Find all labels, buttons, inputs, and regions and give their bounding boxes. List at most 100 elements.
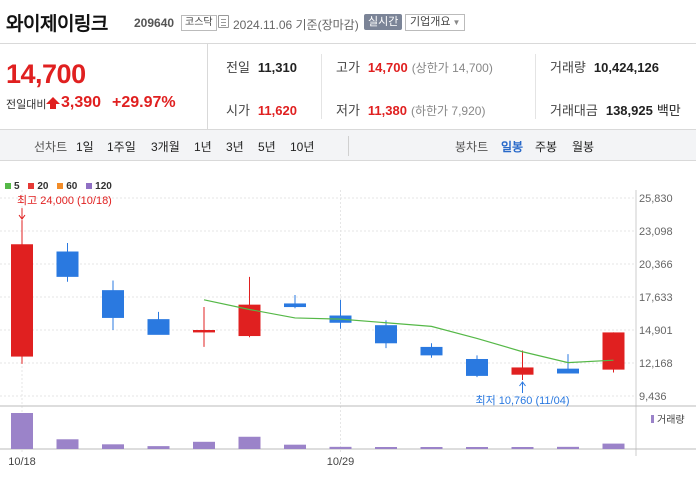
tab-period-3y[interactable]: 3년 <box>226 140 244 154</box>
volume-bar <box>511 447 534 449</box>
volume-bar <box>602 443 625 449</box>
stat-sub: (하한가 7,920) <box>410 104 486 118</box>
stat-volume: 거래량 10,424,126 <box>550 57 659 76</box>
legend-swatch <box>86 183 93 189</box>
legend-item-ma60: 60 <box>57 181 77 192</box>
divider <box>348 136 349 156</box>
candle-body <box>375 325 397 344</box>
legend-swatch <box>5 183 11 189</box>
stat-label: 전일 <box>226 60 250 75</box>
change-rate: +29.97% <box>112 94 176 111</box>
stat-label: 시가 <box>226 103 250 118</box>
tab-candle-daily[interactable]: 일봉 <box>501 140 524 154</box>
divider <box>321 54 322 119</box>
tab-period-3m[interactable]: 3개월 <box>151 140 180 154</box>
candle-body <box>102 290 124 318</box>
candlestick-chart[interactable]: 25,830 23,098 20,366 17,633 14,901 12,168 9,43… <box>0 190 696 487</box>
stat-value: 10,424,126 <box>593 60 659 75</box>
stock-code: 209640 <box>134 16 175 30</box>
volume-legend-swatch <box>651 415 654 423</box>
legend-item-ma20: 20 <box>28 181 48 192</box>
candle-body <box>602 332 625 370</box>
price-summary: 14,700 전일대비 3,390 +29.97% <box>0 44 208 129</box>
stat-label: 거래량 <box>550 60 586 75</box>
document-icon <box>218 15 229 28</box>
chart-tabbar: 선차트 1일 1주일 3개월 1년 3년 5년 10년 봉차트 일봉 주봉 월봉 <box>0 129 696 161</box>
y-tick-label: 20,366 <box>639 259 673 271</box>
max-arrow-head <box>18 214 26 220</box>
stock-header: 와이제이링크 209640 코스닥 2024.11.06 기준(장마감) 실시간… <box>0 0 696 44</box>
volume-bar <box>193 441 215 449</box>
reference-date: 2024.11.06 기준(장마감) <box>233 18 359 32</box>
candle-body <box>56 251 79 277</box>
stat-low: 저가 11,380 (하한가 7,920) <box>336 100 485 119</box>
stat-label: 거래대금 <box>550 103 598 118</box>
volume-bar <box>420 447 443 449</box>
stat-high: 고가 14,700 (상한가 14,700) <box>336 57 493 76</box>
company-info-dropdown[interactable]: 기업개요 ▼ <box>405 14 466 31</box>
stat-value: 138,925 <box>605 103 653 118</box>
legend-item-ma5: 5 <box>5 181 20 192</box>
stat-sub: (상한가 14,700) <box>411 61 493 75</box>
candle-body <box>238 304 261 337</box>
x-tick-label: 10/18 <box>8 456 36 468</box>
legend-label: 20 <box>37 181 49 192</box>
tab-period-1d[interactable]: 1일 <box>76 140 94 154</box>
divider <box>535 54 536 119</box>
candle-body <box>511 367 534 375</box>
line-chart-title: 선차트 <box>34 140 68 154</box>
volume-bar <box>11 413 33 449</box>
stock-name: 와이제이링크 <box>6 14 108 35</box>
legend-label: 5 <box>14 181 20 192</box>
company-info-label: 기업개요 <box>410 16 451 28</box>
volume-bar <box>102 444 124 449</box>
y-tick-label: 12,168 <box>639 358 673 370</box>
ma-legend: 5 20 60 120 <box>5 181 118 192</box>
volume-bar <box>329 446 352 449</box>
stat-unit: 백만 <box>656 103 681 118</box>
legend-label: 60 <box>66 181 78 192</box>
legend-label: 120 <box>95 181 112 192</box>
volume-bar <box>557 446 579 449</box>
legend-swatch <box>57 183 64 189</box>
candle-body <box>284 303 306 308</box>
stat-label: 저가 <box>336 103 360 118</box>
stat-open: 시가 11,620 <box>226 100 297 119</box>
tab-period-1w[interactable]: 1주일 <box>107 140 136 154</box>
volume-bar <box>284 444 306 449</box>
market-badge: 코스닥 <box>181 15 217 31</box>
candle-body <box>11 244 33 357</box>
tab-period-10y[interactable]: 10년 <box>290 140 315 154</box>
current-price: 14,700 <box>6 59 86 89</box>
realtime-button[interactable]: 실시간 <box>364 14 403 30</box>
candle-body <box>466 358 488 376</box>
stat-amount: 거래대금 138,925 백만 <box>550 100 681 119</box>
tab-candle-monthly[interactable]: 월봉 <box>572 140 595 154</box>
candle-body <box>193 330 215 333</box>
volume-bar <box>147 446 170 449</box>
volume-bar <box>466 447 488 449</box>
volume-legend-label: 거래량 <box>657 414 685 426</box>
candle-body <box>147 319 170 335</box>
tab-period-1y[interactable]: 1년 <box>194 140 212 154</box>
volume-bar <box>56 439 79 449</box>
legend-item-ma120: 120 <box>86 181 112 192</box>
stat-value: 11,380 <box>367 103 407 118</box>
candle-chart-title: 봉차트 <box>455 140 489 154</box>
volume-bar <box>375 447 397 449</box>
legend-swatch <box>28 183 35 189</box>
x-tick-label: 10/29 <box>327 456 355 468</box>
volume-bar <box>238 436 261 449</box>
ma5-line <box>203 299 614 364</box>
stat-value: 14,700 <box>367 60 408 75</box>
tab-candle-weekly[interactable]: 주봉 <box>535 140 558 154</box>
stat-value: 11,310 <box>257 60 297 75</box>
candle-body <box>557 368 579 374</box>
tab-period-5y[interactable]: 5년 <box>258 140 276 154</box>
y-tick-label: 17,633 <box>639 292 673 304</box>
stat-label: 고가 <box>336 60 360 75</box>
y-tick-label: 14,901 <box>639 325 673 337</box>
candle-body <box>420 346 443 356</box>
change-label: 전일대비 <box>6 99 47 111</box>
up-arrow-icon <box>46 97 60 109</box>
